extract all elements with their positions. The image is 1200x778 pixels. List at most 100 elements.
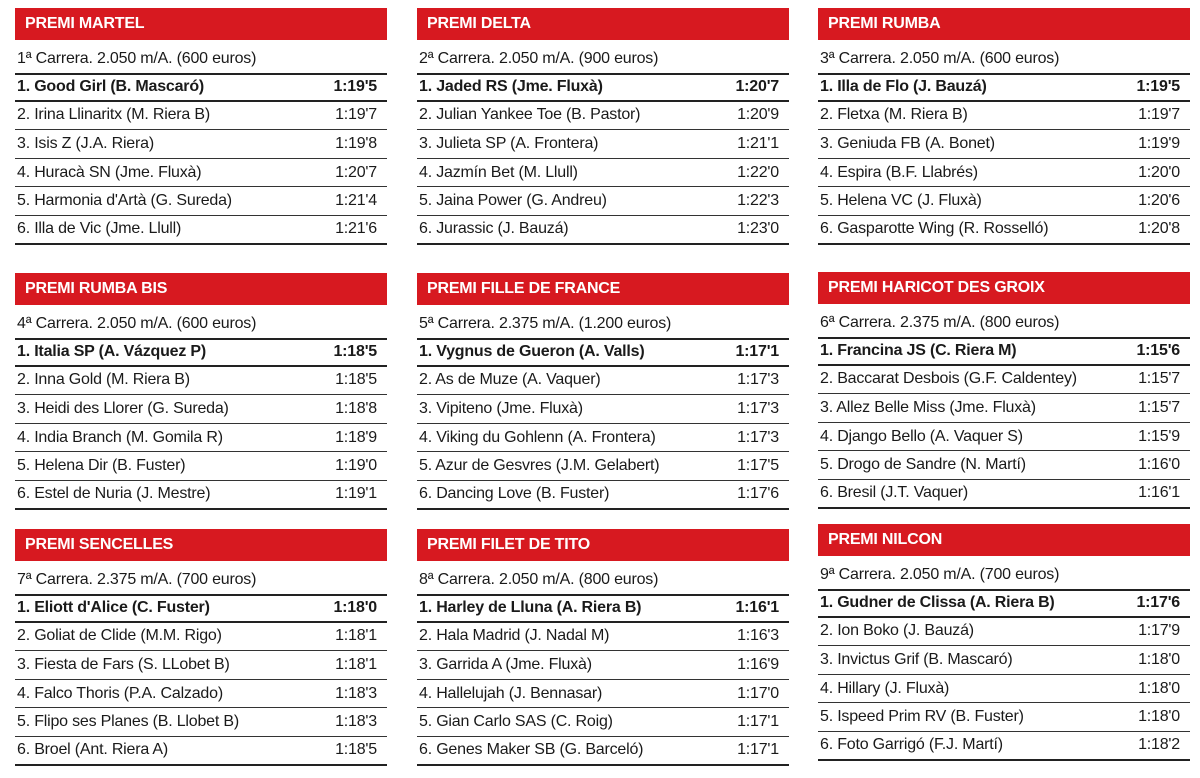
- horse-name: 1. Illa de Flo (J. Bauzá): [820, 78, 987, 96]
- horse-name: 4. Jazmín Bet (M. Llull): [419, 163, 578, 181]
- horse-name: 3. Invictus Grif (B. Mascaró): [820, 650, 1013, 668]
- race-time: 1:20'8: [1138, 220, 1180, 238]
- result-row: 1. Harley de Lluna (A. Riera B) 1:16'1: [417, 594, 789, 623]
- race-time: 1:23'0: [737, 220, 779, 238]
- horse-name: 6. Gasparotte Wing (R. Rosselló): [820, 220, 1049, 238]
- horse-name: 3. Heidi des Llorer (G. Sureda): [17, 399, 229, 417]
- horse-name: 6. Foto Garrigó (F.J. Martí): [820, 736, 1003, 754]
- result-row: 6. Illa de Vic (Jme. Llull) 1:21'6: [15, 216, 387, 245]
- race-title: PREMI HARICOT DES GROIX: [818, 272, 1190, 304]
- race-info: 6ª Carrera. 2.375 m/A. (800 euros): [820, 314, 1060, 331]
- horse-name: 2. Fletxa (M. Riera B): [820, 106, 968, 124]
- result-row: 6. Jurassic (J. Bauzá) 1:23'0: [417, 216, 789, 245]
- race-title: PREMI FILET DE TITO: [417, 529, 789, 561]
- race-time: 1:17'3: [737, 399, 779, 417]
- race-time: 1:19'8: [335, 134, 377, 152]
- result-row: 1. Eliott d'Alice (C. Fuster) 1:18'0: [15, 594, 387, 623]
- result-row: 2. Baccarat Desbois (G.F. Caldentey) 1:15…: [818, 366, 1190, 395]
- result-row: 4. Espira (B.F. Llabrés) 1:20'0: [818, 159, 1190, 188]
- result-row: 5. Flipo ses Planes (B. Llobet B) 1:18'3: [15, 708, 387, 737]
- race-time: 1:18'0: [1138, 650, 1180, 668]
- race-time: 1:20'6: [1138, 192, 1180, 210]
- race-time: 1:18'3: [335, 684, 377, 702]
- result-row: 5. Helena VC (J. Fluxà) 1:20'6: [818, 187, 1190, 216]
- result-row: 1. Gudner de Clissa (A. Riera B) 1:17'6: [818, 589, 1190, 618]
- result-row: 2. Irina Llinaritx (M. Riera B) 1:19'7: [15, 102, 387, 131]
- race-time: 1:20'7: [335, 163, 377, 181]
- result-row: 3. Fiesta de Fars (S. LLobet B) 1:18'1: [15, 651, 387, 680]
- horse-name: 5. Ispeed Prim RV (B. Fuster): [820, 708, 1024, 726]
- race-title: PREMI NILCON: [818, 524, 1190, 556]
- result-row: 6. Foto Garrigó (F.J. Martí) 1:18'2: [818, 732, 1190, 761]
- race-block: PREMI RUMBA BIS 4ª Carrera. 2.050 m/A. (6…: [15, 273, 387, 510]
- race-time: 1:18'0: [333, 599, 377, 617]
- race-time: 1:20'9: [737, 106, 779, 124]
- result-row: 2. Hala Madrid (J. Nadal M) 1:16'3: [417, 623, 789, 652]
- race-time: 1:15'6: [1136, 342, 1180, 360]
- horse-name: 2. Inna Gold (M. Riera B): [17, 371, 190, 389]
- race-time: 1:19'0: [335, 457, 377, 475]
- race-time: 1:17'5: [737, 457, 779, 475]
- result-row: 1. Illa de Flo (J. Bauzá) 1:19'5: [818, 73, 1190, 102]
- race-time: 1:18'5: [333, 343, 377, 361]
- horse-name: 4. India Branch (M. Gomila R): [17, 428, 223, 446]
- horse-name: 2. As de Muze (A. Vaquer): [419, 371, 601, 389]
- race-time: 1:18'0: [1138, 679, 1180, 697]
- race-time: 1:18'5: [335, 741, 377, 759]
- horse-name: 3. Isis Z (J.A. Riera): [17, 134, 154, 152]
- horse-name: 1. Jaded RS (Jme. Fluxà): [419, 78, 603, 96]
- result-row: 5. Ispeed Prim RV (B. Fuster) 1:18'0: [818, 703, 1190, 732]
- race-block: PREMI SENCELLES 7ª Carrera. 2.375 m/A. (7…: [15, 529, 387, 766]
- horse-name: 3. Allez Belle Miss (Jme. Fluxà): [820, 398, 1036, 416]
- race-time: 1:19'1: [335, 485, 377, 503]
- result-row: 2. Goliat de Clide (M.M. Rigo) 1:18'1: [15, 623, 387, 652]
- race-time: 1:15'9: [1138, 427, 1180, 445]
- horse-name: 1. Good Girl (B. Mascaró): [17, 78, 205, 96]
- horse-name: 2. Goliat de Clide (M.M. Rigo): [17, 627, 222, 645]
- horse-name: 6. Bresil (J.T. Vaquer): [820, 484, 969, 502]
- race-block: PREMI MARTEL 1ª Carrera. 2.050 m/A. (600 …: [15, 8, 387, 245]
- result-row: 4. Huracà SN (Jme. Fluxà) 1:20'7: [15, 159, 387, 188]
- result-row: 4. Jazmín Bet (M. Llull) 1:22'0: [417, 159, 789, 188]
- result-row: 6. Bresil (J.T. Vaquer) 1:16'1: [818, 480, 1190, 509]
- result-row: 5. Jaina Power (G. Andreu) 1:22'3: [417, 187, 789, 216]
- race-info: 2ª Carrera. 2.050 m/A. (900 euros): [419, 50, 659, 67]
- horse-name: 6. Genes Maker SB (G. Barceló): [419, 741, 644, 759]
- horse-name: 4. Falco Thoris (P.A. Calzado): [17, 684, 223, 702]
- horse-name: 5. Drogo de Sandre (N. Martí): [820, 456, 1026, 474]
- horse-name: 5. Helena Dir (B. Fuster): [17, 457, 186, 475]
- race-time: 1:20'7: [735, 78, 779, 96]
- result-row: 1. Italia SP (A. Vázquez P) 1:18'5: [15, 338, 387, 367]
- race-time: 1:18'5: [335, 371, 377, 389]
- result-row: 4. India Branch (M. Gomila R) 1:18'9: [15, 424, 387, 453]
- result-row: 1. Good Girl (B. Mascaró) 1:19'5: [15, 73, 387, 102]
- race-time: 1:21'4: [335, 192, 377, 210]
- race-time: 1:17'3: [737, 371, 779, 389]
- result-row: 5. Drogo de Sandre (N. Martí) 1:16'0: [818, 451, 1190, 480]
- race-time: 1:17'6: [737, 485, 779, 503]
- race-time: 1:17'3: [737, 428, 779, 446]
- result-row: 3. Garrida A (Jme. Fluxà) 1:16'9: [417, 651, 789, 680]
- race-time: 1:17'9: [1138, 622, 1180, 640]
- race-info: 9ª Carrera. 2.050 m/A. (700 euros): [820, 566, 1060, 583]
- result-row: 4. Viking du Gohlenn (A. Frontera) 1:17'3: [417, 424, 789, 453]
- result-row: 4. Hallelujah (J. Bennasar) 1:17'0: [417, 680, 789, 709]
- result-row: 4. Hillary (J. Fluxà) 1:18'0: [818, 675, 1190, 704]
- result-row: 1. Francina JS (C. Riera M) 1:15'6: [818, 337, 1190, 366]
- horse-name: 5. Flipo ses Planes (B. Llobet B): [17, 713, 239, 731]
- result-row: 2. As de Muze (A. Vaquer) 1:17'3: [417, 367, 789, 396]
- race-time: 1:18'9: [335, 428, 377, 446]
- race-time: 1:15'7: [1138, 398, 1180, 416]
- horse-name: 6. Illa de Vic (Jme. Llull): [17, 220, 182, 238]
- result-row: 3. Geniuda FB (A. Bonet) 1:19'9: [818, 130, 1190, 159]
- result-row: 1. Jaded RS (Jme. Fluxà) 1:20'7: [417, 73, 789, 102]
- result-row: 3. Allez Belle Miss (Jme. Fluxà) 1:15'7: [818, 394, 1190, 423]
- race-time: 1:15'7: [1138, 370, 1180, 388]
- result-row: 6. Estel de Nuria (J. Mestre) 1:19'1: [15, 481, 387, 510]
- horse-name: 3. Geniuda FB (A. Bonet): [820, 134, 995, 152]
- race-time: 1:17'0: [737, 684, 779, 702]
- horse-name: 3. Vipiteno (Jme. Fluxà): [419, 399, 583, 417]
- horse-name: 5. Helena VC (J. Fluxà): [820, 192, 982, 210]
- race-info: 8ª Carrera. 2.050 m/A. (800 euros): [419, 571, 659, 588]
- result-row: 5. Helena Dir (B. Fuster) 1:19'0: [15, 452, 387, 481]
